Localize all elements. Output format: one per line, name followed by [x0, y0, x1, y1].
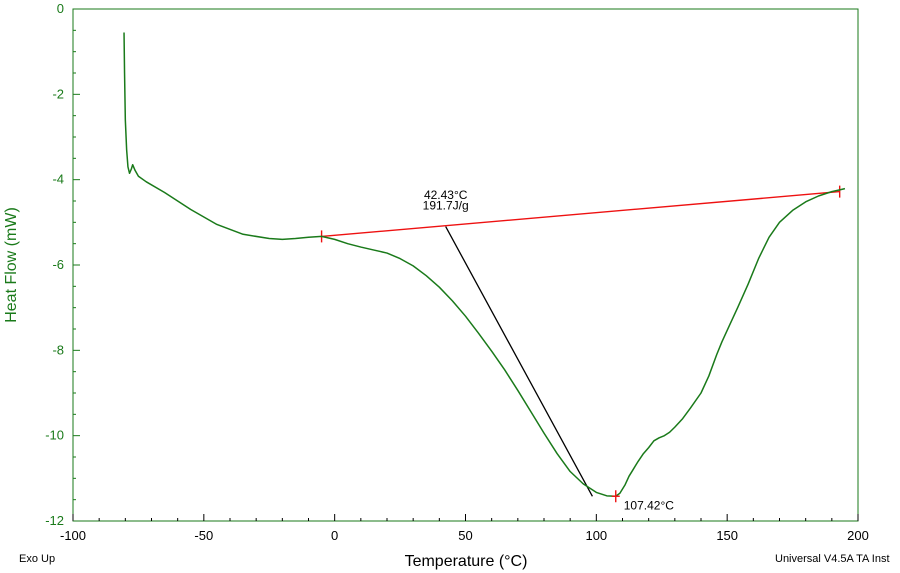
x-tick-label: 150	[716, 528, 738, 543]
x-tick-label: 200	[847, 528, 869, 543]
y-tick-label: -6	[52, 257, 64, 272]
y-axis: 0 -2 -4 -6 -8 -10 -12	[45, 1, 80, 528]
y-tick-label: -4	[52, 172, 64, 187]
x-tick-label: 50	[458, 528, 472, 543]
x-tick-label: -100	[60, 528, 86, 543]
y-tick-label: -2	[52, 86, 64, 101]
y-tick-label: 0	[57, 1, 64, 16]
y-axis-title: Heat Flow (mW)	[3, 207, 20, 323]
onset-temperature-label: 42.43°C	[424, 188, 468, 202]
peak-temperature-label: 107.42°C	[624, 498, 675, 512]
x-tick-label: -50	[194, 528, 213, 543]
x-axis: -100 -50 0 50 100 150 200	[60, 514, 869, 543]
enthalpy-label: 191.7J/g	[423, 199, 469, 213]
heat-flow-curve	[123, 32, 846, 497]
exo-up-label: Exo Up	[19, 553, 55, 565]
instrument-label: Universal V4.5A TA Inst	[775, 553, 890, 565]
x-tick-label: 100	[585, 528, 607, 543]
y-tick-label: -10	[45, 428, 64, 443]
x-tick-label: 0	[331, 528, 338, 543]
y-tick-label: -8	[52, 342, 64, 357]
integration-baseline	[321, 190, 840, 238]
x-axis-title: Temperature (°C)	[405, 553, 528, 570]
series-layer	[123, 32, 846, 503]
onset-tangent-line	[445, 226, 593, 497]
plot-frame	[72, 8, 859, 522]
y-tick-label: -12	[45, 513, 64, 528]
